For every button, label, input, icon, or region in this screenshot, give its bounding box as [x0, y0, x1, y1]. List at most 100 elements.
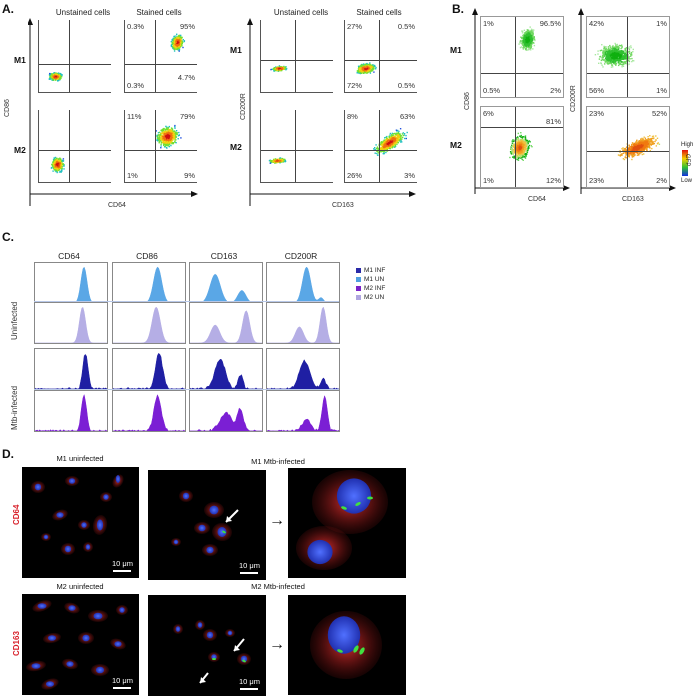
b-m1-cd200r-cd163-plot: 42% 1% 56% 1%: [586, 16, 670, 98]
c-row-uninfected: Uninfected: [10, 301, 19, 340]
a-left-row-m1: M1: [14, 55, 26, 65]
b-row-m1: M1: [450, 45, 462, 55]
histogram-panel: [189, 390, 263, 432]
a-right-xlabel: CD163: [332, 202, 354, 209]
scale-bar-label: 10 μm: [112, 559, 133, 568]
a-left-m1-stained-plot: 0.3% 95% 0.3% 4.7%: [124, 20, 197, 93]
histogram-curve: [34, 354, 108, 390]
quadrant-label: 81%: [545, 117, 561, 126]
quadrant-label: 42%: [589, 19, 605, 28]
quadrant-label: 23%: [589, 176, 605, 185]
b-right-axis-arrows: [578, 8, 676, 194]
histogram-curve: [113, 266, 185, 304]
a-left-m2-stained-plot: 11% 79% 1% 9%: [124, 110, 197, 183]
density-scatter: [617, 135, 661, 161]
quadrant-label: 79%: [179, 112, 195, 121]
legend-item-m2-inf: M2 INF: [356, 284, 385, 293]
quadrant-label: 1%: [656, 86, 667, 95]
density-scatter: [268, 157, 287, 164]
quadrant-label: 27%: [347, 22, 363, 31]
quadrant-label: 1%: [127, 171, 138, 180]
d-title-m1-uninfected: M1 uninfected: [56, 454, 104, 463]
histogram-panel: [266, 348, 340, 390]
quadrant-label: 2%: [550, 86, 561, 95]
legend-label: M2 UN: [364, 294, 385, 301]
quadrant-label: 11%: [127, 112, 142, 121]
density-scatter: [48, 72, 63, 82]
c-col-title-cd163: CD163: [210, 251, 238, 261]
b-m1-cd86-cd64-plot: 1% 96.5% 0.5% 2%: [480, 16, 564, 98]
legend-swatch: [356, 295, 361, 300]
b-left-xlabel: CD64: [528, 196, 546, 203]
quadrant-label: 12%: [545, 176, 561, 185]
fluorescence-image: [31, 474, 124, 555]
legend-label: M1 UN: [364, 276, 385, 283]
histogram-panel: [112, 262, 186, 304]
a-left-m2-unstained-plot: [38, 110, 111, 183]
density-scatter: [518, 26, 536, 51]
quadrant-label: 1%: [656, 19, 667, 28]
b-right-xlabel: CD163: [622, 196, 644, 203]
panel-a-letter: A.: [2, 2, 14, 16]
density-scatter: [594, 42, 635, 68]
quadrant-label: 4.7%: [177, 73, 195, 82]
c-col-title-cd86: CD86: [136, 251, 158, 261]
histogram-panel: [189, 348, 263, 390]
d-m1-zoom-image: [288, 468, 406, 578]
quadrant-label: 6%: [483, 109, 494, 118]
quadrant-label: 9%: [184, 171, 195, 180]
fluorescence-image: [171, 490, 239, 556]
legend-item-m1-un: M1 UN: [356, 275, 385, 284]
histogram-curve: [113, 394, 186, 432]
density-scatter: [373, 128, 408, 156]
d-zoom-arrow: →: [269, 512, 285, 529]
quadrant-label: 72%: [347, 81, 363, 90]
quadrant-label: 1%: [483, 19, 494, 28]
a-right-m2-stained-plot: 8% 63% 26% 3%: [344, 110, 417, 183]
d-zoom-arrow: →: [269, 636, 285, 653]
histogram-panel: [112, 348, 186, 390]
histogram-panel: [189, 262, 263, 304]
scale-bar-label: 10 μm: [239, 561, 260, 570]
a-left-col-title-unstained: Unstained cells: [55, 8, 111, 17]
quadrant-label: 0.5%: [397, 22, 415, 31]
quadrant-label: 0.3%: [127, 22, 145, 31]
a-right-m1-stained-plot: 27% 0.5% 72% 0.5%: [344, 20, 417, 93]
quadrant-label: 63%: [399, 112, 415, 121]
legend-item-m1-inf: M1 INF: [356, 266, 385, 275]
scale-bar: [240, 572, 258, 574]
histogram-curve: [113, 306, 185, 344]
histogram-curve: [190, 310, 262, 344]
b-m2-cd86-cd64-plot: 6% 81% 1% 12%: [480, 106, 564, 188]
quadrant-label: 23%: [589, 109, 605, 118]
fluorescence-image: [310, 611, 382, 679]
density-scatter: [50, 156, 65, 174]
fluorescence-image: [173, 620, 251, 684]
d-m2-uninfected-image: 10 μm: [22, 594, 139, 695]
quadrant-label: 96.5%: [539, 19, 561, 28]
b-left-axis-arrows: [472, 8, 570, 194]
legend-label: M2 INF: [364, 285, 386, 292]
quadrant-label: 0.5%: [397, 81, 415, 90]
colorbar-gfp-label: GFP: [684, 154, 690, 167]
a-left-axis-arrows: [28, 18, 198, 206]
histogram-panel: [112, 302, 186, 344]
a-left-xlabel: CD64: [108, 202, 126, 209]
quadrant-label: 3%: [404, 171, 415, 180]
colorbar-high-label: High: [681, 142, 694, 148]
density-scatter: [270, 65, 288, 72]
fluorescence-image: [26, 600, 128, 690]
legend-item-m2-un: M2 UN: [356, 293, 385, 302]
histogram-curve: [267, 306, 339, 344]
a-right-axis-arrows: [247, 18, 416, 206]
d-m2-zoom-image: [288, 595, 406, 695]
histogram-divider: [34, 389, 339, 390]
scale-bar-label: 10 μm: [112, 676, 133, 685]
d-m1-uninfected-image: 10 μm: [22, 467, 139, 578]
a-right-col-title-unstained: Unstained cells: [273, 8, 329, 17]
c-col-title-cd64: CD64: [58, 251, 80, 261]
d-m2-mtb-infected-image: 10 μm: [148, 595, 266, 696]
a-left-m1-unstained-plot: [38, 20, 111, 93]
a-right-m1-unstained-plot: [260, 20, 333, 93]
quadrant-label: 26%: [347, 171, 363, 180]
